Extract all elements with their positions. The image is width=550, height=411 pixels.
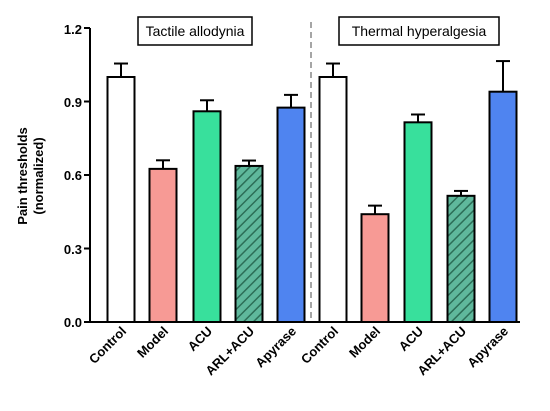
error-bars-layer: [114, 60, 510, 215]
panel-title-frame: [338, 16, 500, 46]
bar-acu: [403, 121, 433, 323]
bar-model: [360, 213, 390, 323]
y-axis-title-line2: (normalized): [31, 137, 46, 214]
panel-title-frame: [137, 16, 253, 46]
x-tick-label: Control: [86, 324, 129, 367]
x-tick-label: ACU: [396, 324, 427, 355]
bar-control: [106, 76, 136, 323]
y-axis-ticks: [84, 27, 90, 323]
panel-title-thermal: Thermal hyperalgesia: [352, 23, 487, 39]
x-tick-label: Apyrase: [464, 324, 511, 371]
panel-title-box-thermal: Thermal hyperalgesia: [338, 16, 500, 46]
x-tick-label: Model: [346, 324, 383, 361]
y-tick-label: 1.2: [64, 22, 82, 37]
y-tick-label: 0.6: [64, 168, 82, 183]
panel-title-box-tactile: Tactile allodynia: [137, 16, 253, 46]
y-tick-label: 0.0: [64, 315, 82, 330]
bars-layer: [106, 76, 518, 323]
bar-acu: [192, 110, 222, 323]
y-tick-label: 0.9: [64, 95, 82, 110]
bar-control: [318, 76, 348, 323]
bar-model: [148, 167, 178, 323]
x-tick-label: Apyrase: [252, 324, 299, 371]
bar-apyrase: [276, 106, 306, 323]
y-axis-title-line1: Pain thresholds: [15, 127, 30, 225]
x-tick-label: Control: [298, 324, 341, 367]
y-tick-labels: 0.0 0.3 0.6 0.9 1.2: [64, 22, 82, 330]
bar-arl-acu: [234, 164, 264, 323]
x-tick-label: Model: [134, 324, 171, 361]
y-tick-label: 0.3: [64, 242, 82, 257]
bar-arl-acu: [446, 194, 476, 323]
x-tick-label: ACU: [185, 324, 216, 355]
panel-title-tactile: Tactile allodynia: [146, 23, 245, 39]
bar-apyrase: [488, 90, 518, 323]
